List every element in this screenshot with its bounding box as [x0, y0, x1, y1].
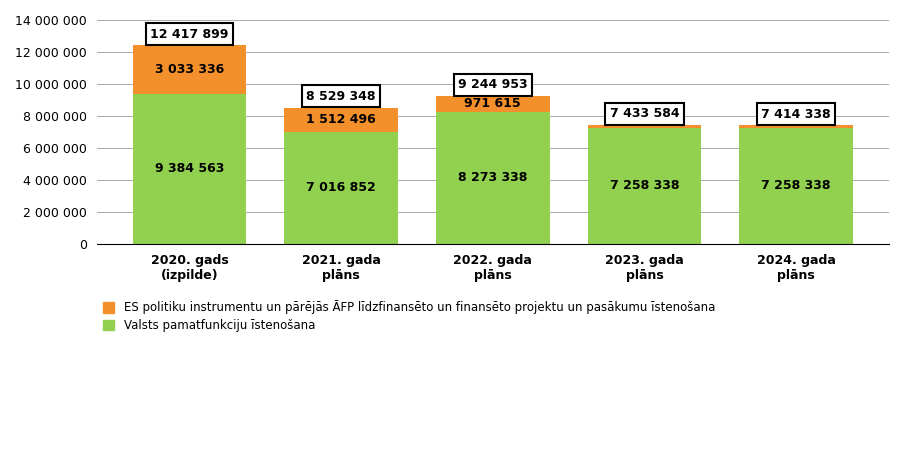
Bar	[284, 131, 397, 244]
Bar	[133, 94, 247, 244]
Text: 7 258 338: 7 258 338	[760, 180, 830, 193]
Text: 7 414 338: 7 414 338	[760, 107, 830, 120]
Text: 8 529 348: 8 529 348	[306, 90, 376, 103]
Text: 971 615: 971 615	[464, 97, 520, 110]
Text: 7 258 338: 7 258 338	[609, 180, 678, 193]
Text: 1 512 496: 1 512 496	[306, 113, 376, 126]
Bar	[435, 96, 549, 112]
Text: 8 273 338: 8 273 338	[458, 171, 527, 184]
Text: 12 417 899: 12 417 899	[150, 27, 228, 40]
Legend: ES politiku instrumentu un pārējās ĀFP līdzfinansēto un finansēto projektu un pa: ES politiku instrumentu un pārējās ĀFP l…	[102, 300, 714, 332]
Bar	[739, 125, 852, 128]
Bar	[587, 128, 701, 244]
Text: 175 246: 175 246	[616, 111, 672, 124]
Text: 156 000: 156 000	[767, 111, 824, 124]
Bar	[133, 45, 247, 94]
Bar	[284, 107, 397, 131]
Bar	[435, 112, 549, 244]
Bar	[587, 125, 701, 128]
Text: 3 033 336: 3 033 336	[154, 63, 224, 76]
Text: 7 433 584: 7 433 584	[609, 107, 678, 120]
Text: 7 016 852: 7 016 852	[306, 181, 376, 194]
Text: 9 244 953: 9 244 953	[458, 78, 527, 91]
Bar	[739, 128, 852, 244]
Text: 9 384 563: 9 384 563	[154, 163, 224, 175]
